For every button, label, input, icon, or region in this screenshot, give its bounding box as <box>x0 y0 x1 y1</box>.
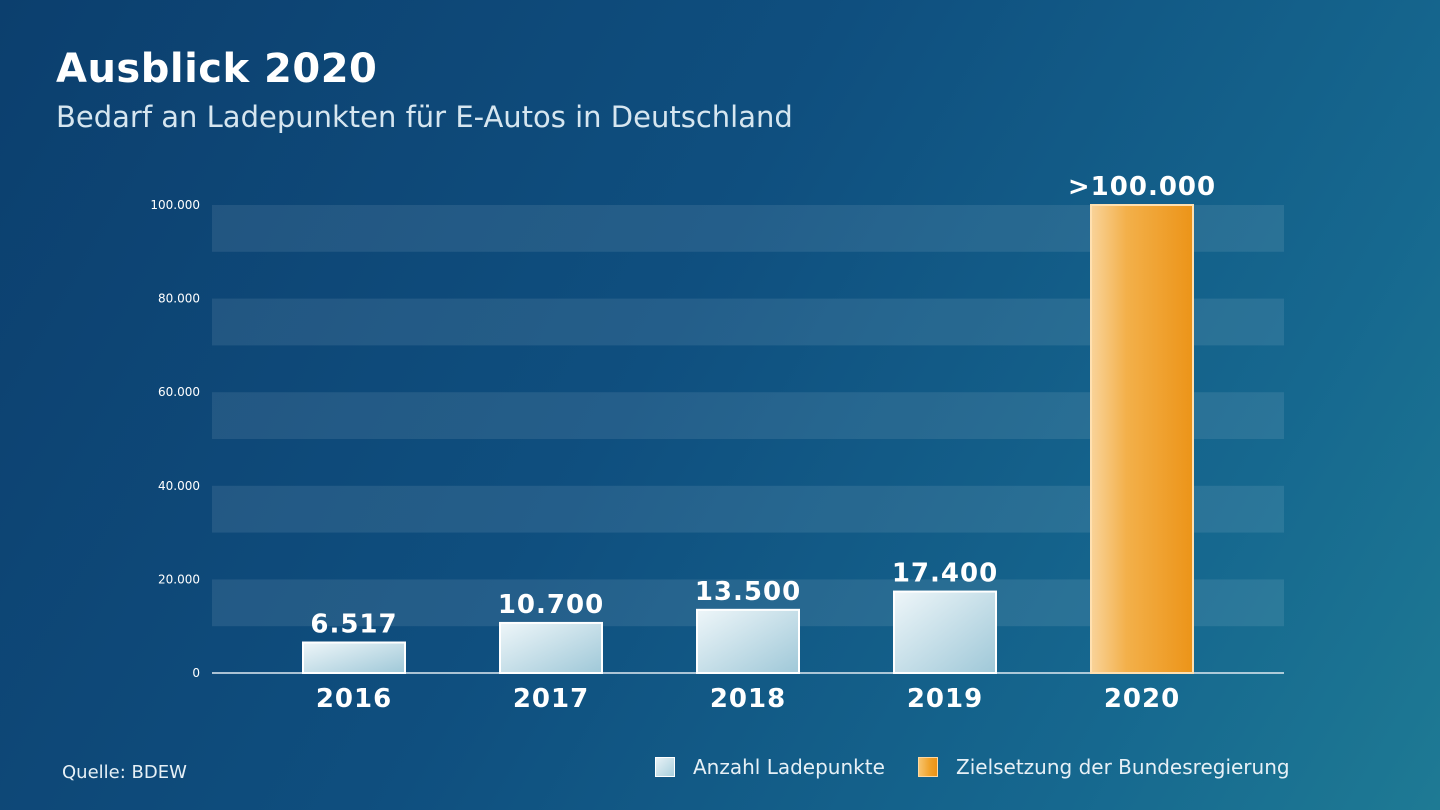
value-label-2019: 17.400 <box>892 559 998 589</box>
y-tick-label: 0 <box>192 666 200 680</box>
bar-2020 <box>1090 204 1194 674</box>
x-axis-labels: 2016 2017 2018 2019 2020 <box>316 684 1180 714</box>
value-labels: 6.517 10.700 13.500 17.400 >100.000 <box>310 172 1216 640</box>
bar-2016 <box>302 641 406 674</box>
y-tick-label: 80.000 <box>158 292 200 306</box>
y-tick-label: 100.000 <box>150 198 200 212</box>
value-label-2020: >100.000 <box>1068 172 1216 202</box>
legend-item-actual: Anzahl Ladepunkte <box>655 755 885 779</box>
value-label-2016: 6.517 <box>310 610 397 640</box>
x-tick-label-2020: 2020 <box>1104 684 1180 714</box>
legend-swatch-actual <box>655 757 675 777</box>
value-label-2017: 10.700 <box>498 590 604 620</box>
x-tick-label-2017: 2017 <box>513 684 589 714</box>
bars <box>302 204 1194 675</box>
y-tick-label: 20.000 <box>158 572 200 586</box>
legend-swatch-target <box>918 757 938 777</box>
bar-2017 <box>499 621 603 675</box>
bar-2019 <box>893 590 997 674</box>
chart-subtitle: Bedarf an Ladepunkten für E-Autos in Deu… <box>56 100 793 134</box>
value-label-2018: 13.500 <box>695 577 801 607</box>
legend-label-actual: Anzahl Ladepunkte <box>693 755 885 779</box>
chart-title: Ausblick 2020 <box>56 46 378 92</box>
x-tick-label-2016: 2016 <box>316 684 392 714</box>
legend-item-target: Zielsetzung der Bundesregierung <box>918 755 1290 779</box>
x-tick-label-2019: 2019 <box>907 684 983 714</box>
legend-label-target: Zielsetzung der Bundesregierung <box>956 755 1290 779</box>
source-note: Quelle: BDEW <box>62 762 187 783</box>
y-tick-label: 60.000 <box>158 385 200 399</box>
bar-2018 <box>696 608 800 675</box>
y-tick-label: 40.000 <box>158 479 200 493</box>
x-tick-label-2018: 2018 <box>710 684 786 714</box>
y-axis-ticks: 0 20.000 40.000 60.000 80.000 100.000 <box>150 198 200 680</box>
